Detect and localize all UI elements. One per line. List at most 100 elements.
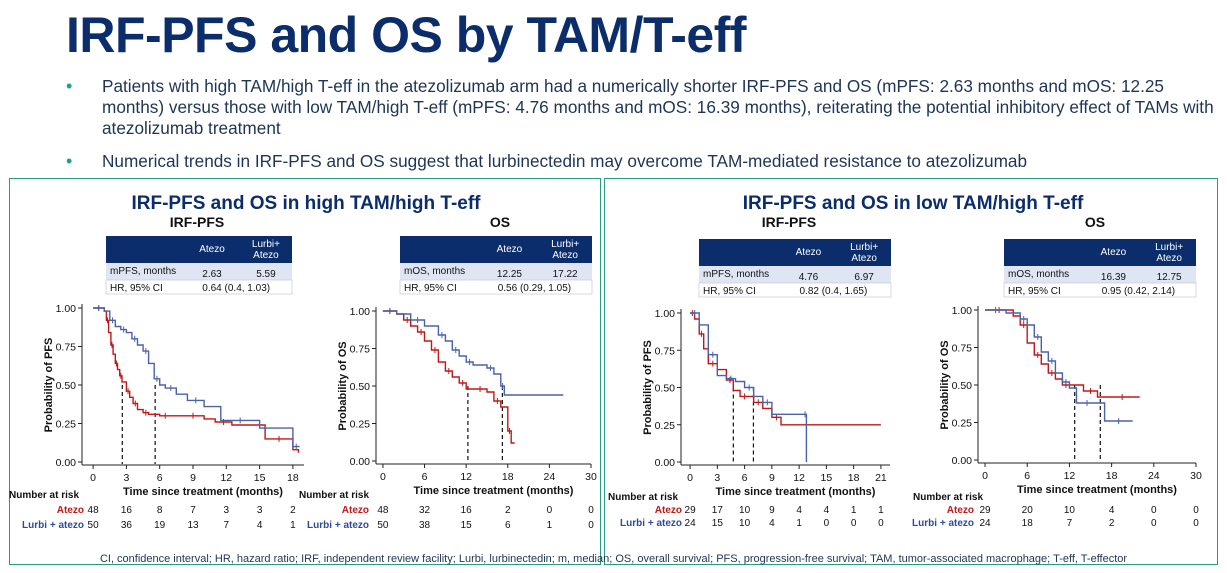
table-cell: 12.25 <box>497 269 522 280</box>
risk-value-lurbi: 1 <box>290 520 296 531</box>
x-tick-label: 24 <box>544 471 556 483</box>
risk-value-atezo: 1 <box>851 505 857 516</box>
risk-value-atezo: 9 <box>769 505 775 516</box>
bullet-dot-icon: • <box>66 151 73 171</box>
table-cell: 5.59 <box>256 269 276 280</box>
bullet-list: • Patients with high TAM/high T-eff in t… <box>66 76 1216 184</box>
risk-label-atezo: Atezo <box>57 505 84 516</box>
risk-label-lurbi: Lurbi + atezo <box>912 518 974 529</box>
y-tick-label: 0.00 <box>952 455 973 467</box>
risk-value-lurbi: 1 <box>796 518 802 529</box>
risk-value-lurbi: 0 <box>824 518 830 529</box>
risk-value-atezo: 48 <box>88 505 100 516</box>
y-tick-label: 0.75 <box>655 345 676 357</box>
risk-value-lurbi: 1 <box>547 520 553 531</box>
risk-value-atezo: 10 <box>1064 505 1076 516</box>
table-col-header: Atezo <box>796 247 822 258</box>
x-tick-label: 12 <box>1064 470 1076 482</box>
table-row-bg <box>399 279 593 295</box>
y-tick-label: 1.00 <box>655 308 676 320</box>
y-axis-label: Probability of PFS <box>642 340 654 435</box>
table-col-header: Lurbi+ <box>252 239 280 250</box>
x-tick-label: 24 <box>1148 470 1160 482</box>
table-col-header: Lurbi+ <box>850 242 878 253</box>
risk-value-lurbi: 38 <box>419 520 431 531</box>
risk-value-atezo: 1 <box>878 505 884 516</box>
risk-value-atezo: 7 <box>190 505 196 516</box>
table-cell: 0.82 (0.4, 1.65) <box>799 286 867 297</box>
table-col-header: Atezo <box>1156 253 1182 264</box>
y-tick-label: 0.75 <box>952 343 973 355</box>
x-tick-label: 6 <box>1024 470 1030 482</box>
y-tick-label: 0.50 <box>655 383 676 395</box>
x-tick-label: 30 <box>585 471 597 483</box>
risk-value-atezo: 0 <box>588 505 594 516</box>
table-row-bg <box>106 263 292 280</box>
x-tick-label: 9 <box>190 472 196 484</box>
risk-value-lurbi: 10 <box>739 518 751 529</box>
risk-value-lurbi: 15 <box>461 520 473 531</box>
chart-subtitle: OS <box>490 214 510 230</box>
series-line-atezo <box>985 309 1140 398</box>
x-tick-label: 9 <box>769 472 775 484</box>
table-header-bg <box>106 236 292 263</box>
table-header-bg <box>699 239 891 266</box>
bullet-item: • Numerical trends in IRF-PFS and OS sug… <box>66 151 1216 172</box>
table-row-bg <box>1003 282 1197 298</box>
table-row-label: HR, 95% CI <box>110 283 163 294</box>
y-tick-label: 0.50 <box>350 381 371 393</box>
bullet-text: Numerical trends in IRF-PFS and OS sugge… <box>102 151 1028 171</box>
y-tick-label: 0.75 <box>56 342 77 354</box>
y-axis-label: Probability of OS <box>939 340 951 429</box>
x-tick-label: 15 <box>254 472 266 484</box>
table-cell: 16.39 <box>1101 272 1126 283</box>
risk-value-atezo: 4 <box>824 505 830 516</box>
risk-label-lurbi: Lurbi + atezo <box>620 518 682 529</box>
risk-value-atezo: 2 <box>505 505 511 516</box>
y-tick-label: 0.25 <box>56 419 77 431</box>
bullet-text: Patients with high TAM/high T-eff in the… <box>102 76 1214 138</box>
panel-high-tam <box>9 178 601 565</box>
risk-value-atezo: 3 <box>224 505 230 516</box>
bullet-item: • Patients with high TAM/high T-eff in t… <box>66 76 1216 139</box>
x-tick-label: 12 <box>793 472 805 484</box>
table-row-bg <box>105 279 293 295</box>
panel-low-tam <box>604 178 1218 565</box>
risk-value-lurbi: 18 <box>1022 518 1034 529</box>
y-tick-label: 1.00 <box>350 306 371 318</box>
y-tick-label: 0.50 <box>952 380 973 392</box>
risk-value-atezo: 0 <box>1193 505 1199 516</box>
chart-subtitle: OS <box>1085 214 1105 230</box>
risk-value-lurbi: 24 <box>685 518 697 529</box>
x-tick-label: 0 <box>982 470 988 482</box>
x-tick-label: 3 <box>714 472 720 484</box>
table-col-header: Atezo <box>199 244 225 255</box>
risk-value-atezo: 3 <box>257 505 263 516</box>
x-axis-label: Time since treatment (months) <box>716 486 876 498</box>
table-cell: 12.75 <box>1157 272 1182 283</box>
y-tick-label: 1.00 <box>952 305 973 317</box>
risk-value-atezo: 4 <box>796 505 802 516</box>
risk-value-lurbi: 4 <box>769 518 775 529</box>
risk-value-lurbi: 50 <box>377 520 389 531</box>
y-tick-label: 0.25 <box>655 420 676 432</box>
risk-value-lurbi: 7 <box>1067 518 1073 529</box>
x-tick-label: 0 <box>90 472 96 484</box>
table-row-label: mPFS, months <box>110 266 176 277</box>
risk-table-header: Number at risk <box>913 492 983 503</box>
table-col-header: Atezo <box>497 244 523 255</box>
risk-value-lurbi: 36 <box>121 520 133 531</box>
risk-value-lurbi: 4 <box>257 520 263 531</box>
slide-title: IRF-PFS and OS by TAM/T-eff <box>66 7 747 63</box>
table-col-header: Lurbi+ <box>1155 242 1183 253</box>
risk-value-atezo: 16 <box>121 505 133 516</box>
bullet-dot-icon: • <box>66 76 73 96</box>
risk-value-lurbi: 15 <box>712 518 724 529</box>
panel-title: IRF-PFS and OS in low TAM/high T-eff <box>743 193 1084 214</box>
risk-value-lurbi: 0 <box>878 518 884 529</box>
y-tick-label: 0.25 <box>952 418 973 430</box>
risk-value-atezo: 4 <box>1109 505 1115 516</box>
